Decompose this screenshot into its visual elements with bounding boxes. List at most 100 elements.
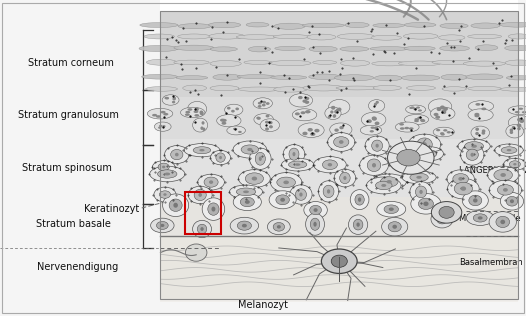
Ellipse shape [243, 191, 249, 193]
Ellipse shape [227, 107, 230, 110]
Ellipse shape [163, 194, 189, 216]
Ellipse shape [372, 116, 377, 120]
Ellipse shape [453, 173, 469, 184]
Ellipse shape [235, 107, 239, 110]
Ellipse shape [404, 46, 435, 51]
Ellipse shape [185, 111, 190, 113]
Ellipse shape [210, 61, 241, 67]
Ellipse shape [380, 177, 398, 187]
Ellipse shape [199, 149, 205, 151]
Ellipse shape [468, 86, 501, 91]
Ellipse shape [339, 126, 344, 129]
Ellipse shape [327, 189, 330, 194]
Ellipse shape [233, 141, 267, 158]
Ellipse shape [234, 128, 237, 130]
Ellipse shape [178, 34, 210, 39]
Ellipse shape [201, 121, 205, 125]
Ellipse shape [146, 87, 177, 91]
Ellipse shape [217, 114, 241, 127]
Ellipse shape [163, 193, 167, 196]
Ellipse shape [340, 60, 370, 66]
Ellipse shape [260, 119, 279, 131]
Ellipse shape [230, 217, 259, 234]
Ellipse shape [194, 110, 198, 113]
Ellipse shape [506, 125, 523, 138]
Ellipse shape [510, 131, 513, 134]
Ellipse shape [373, 85, 401, 90]
Ellipse shape [374, 103, 377, 106]
Ellipse shape [302, 23, 345, 27]
Ellipse shape [186, 244, 207, 261]
Ellipse shape [180, 107, 205, 118]
Ellipse shape [337, 107, 341, 111]
Ellipse shape [407, 86, 436, 90]
Ellipse shape [358, 198, 361, 202]
Ellipse shape [375, 75, 402, 81]
Ellipse shape [163, 113, 168, 116]
Ellipse shape [248, 46, 270, 52]
Ellipse shape [470, 153, 474, 157]
Text: Stratum basale: Stratum basale [36, 219, 111, 229]
Ellipse shape [296, 189, 307, 200]
Ellipse shape [233, 193, 261, 210]
Ellipse shape [276, 195, 289, 205]
Ellipse shape [371, 35, 401, 40]
Ellipse shape [238, 131, 242, 133]
Ellipse shape [392, 225, 397, 229]
Ellipse shape [249, 148, 271, 169]
Ellipse shape [298, 96, 302, 99]
Ellipse shape [360, 155, 388, 175]
Ellipse shape [245, 200, 250, 204]
Ellipse shape [474, 114, 480, 117]
Ellipse shape [160, 111, 166, 113]
Ellipse shape [188, 186, 212, 204]
Ellipse shape [185, 113, 190, 116]
Ellipse shape [466, 210, 494, 225]
Ellipse shape [306, 110, 311, 113]
Text: Nervenendigung: Nervenendigung [37, 262, 118, 272]
Ellipse shape [328, 163, 332, 167]
Ellipse shape [295, 112, 300, 115]
Ellipse shape [188, 101, 207, 117]
Ellipse shape [370, 47, 409, 51]
Ellipse shape [321, 249, 357, 273]
Ellipse shape [489, 180, 522, 199]
Ellipse shape [302, 132, 308, 135]
Ellipse shape [208, 203, 219, 215]
Ellipse shape [238, 170, 270, 187]
Ellipse shape [466, 149, 478, 161]
Ellipse shape [419, 190, 423, 194]
Ellipse shape [431, 210, 453, 228]
Ellipse shape [389, 208, 394, 211]
Ellipse shape [330, 110, 333, 113]
Ellipse shape [367, 177, 401, 194]
Ellipse shape [270, 173, 302, 192]
Ellipse shape [300, 111, 306, 114]
Ellipse shape [269, 191, 296, 209]
Ellipse shape [266, 115, 269, 118]
Ellipse shape [503, 188, 508, 192]
Text: MERKEL* Zelle: MERKEL* Zelle [459, 214, 521, 222]
Ellipse shape [310, 205, 321, 215]
Ellipse shape [508, 106, 526, 115]
Ellipse shape [508, 116, 526, 130]
Ellipse shape [381, 184, 386, 187]
Ellipse shape [476, 128, 479, 131]
Ellipse shape [401, 75, 440, 81]
Ellipse shape [172, 101, 175, 103]
Ellipse shape [241, 145, 259, 154]
Ellipse shape [240, 197, 255, 207]
Ellipse shape [257, 117, 261, 120]
Ellipse shape [203, 128, 205, 131]
Ellipse shape [433, 127, 454, 137]
Ellipse shape [471, 23, 500, 28]
Ellipse shape [375, 122, 379, 125]
Ellipse shape [147, 108, 173, 119]
Ellipse shape [402, 171, 436, 184]
Ellipse shape [447, 131, 451, 133]
Ellipse shape [219, 156, 222, 159]
Ellipse shape [242, 224, 247, 228]
Ellipse shape [267, 219, 290, 235]
Ellipse shape [225, 104, 243, 115]
Ellipse shape [336, 108, 339, 112]
